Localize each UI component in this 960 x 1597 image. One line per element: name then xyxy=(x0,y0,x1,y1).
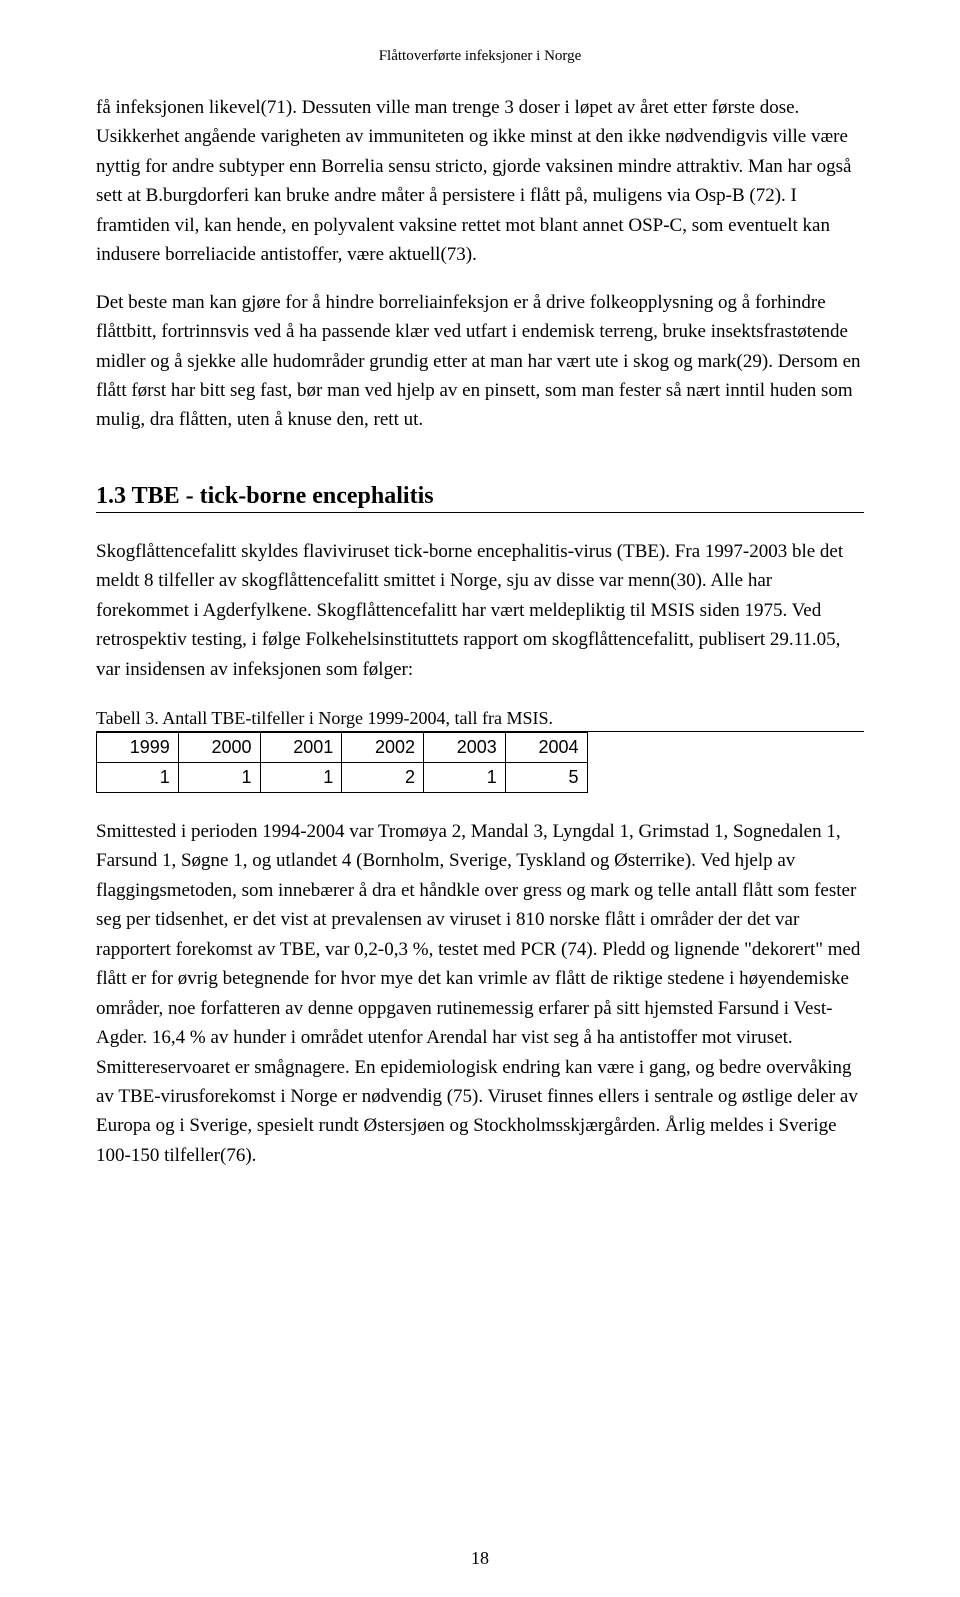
paragraph-3: Skogflåttencefalitt skyldes flaviviruset… xyxy=(96,537,864,684)
paragraph-1: få infeksjonen likevel(71). Dessuten vil… xyxy=(96,93,864,270)
tbe-table: 1999 2000 2001 2002 2003 2004 1 1 1 2 1 … xyxy=(96,732,588,793)
table-cell: 1 xyxy=(424,763,506,793)
table-cell: 1 xyxy=(178,763,260,793)
table-row: 1999 2000 2001 2002 2003 2004 xyxy=(97,733,588,763)
table-cell: 2004 xyxy=(505,733,587,763)
table-cell: 1 xyxy=(260,763,342,793)
paragraph-2: Det beste man kan gjøre for å hindre bor… xyxy=(96,288,864,435)
table-cell: 2001 xyxy=(260,733,342,763)
table-cell: 2002 xyxy=(342,733,424,763)
table-cell: 2003 xyxy=(424,733,506,763)
document-page: Flåttoverførte infeksjoner i Norge få in… xyxy=(0,0,960,1597)
page-number: 18 xyxy=(0,1548,960,1569)
table-cell: 1999 xyxy=(97,733,179,763)
table-cell: 2 xyxy=(342,763,424,793)
table-row: 1 1 1 2 1 5 xyxy=(97,763,588,793)
paragraph-4: Smittested i perioden 1994-2004 var Trom… xyxy=(96,817,864,1170)
section-heading: 1.3 TBE - tick-borne encephalitis xyxy=(96,483,864,513)
table-cell: 2000 xyxy=(178,733,260,763)
document-header: Flåttoverførte infeksjoner i Norge xyxy=(96,48,864,65)
table-cell: 1 xyxy=(97,763,179,793)
table-cell: 5 xyxy=(505,763,587,793)
table-caption: Tabell 3. Antall TBE-tilfeller i Norge 1… xyxy=(96,708,864,732)
